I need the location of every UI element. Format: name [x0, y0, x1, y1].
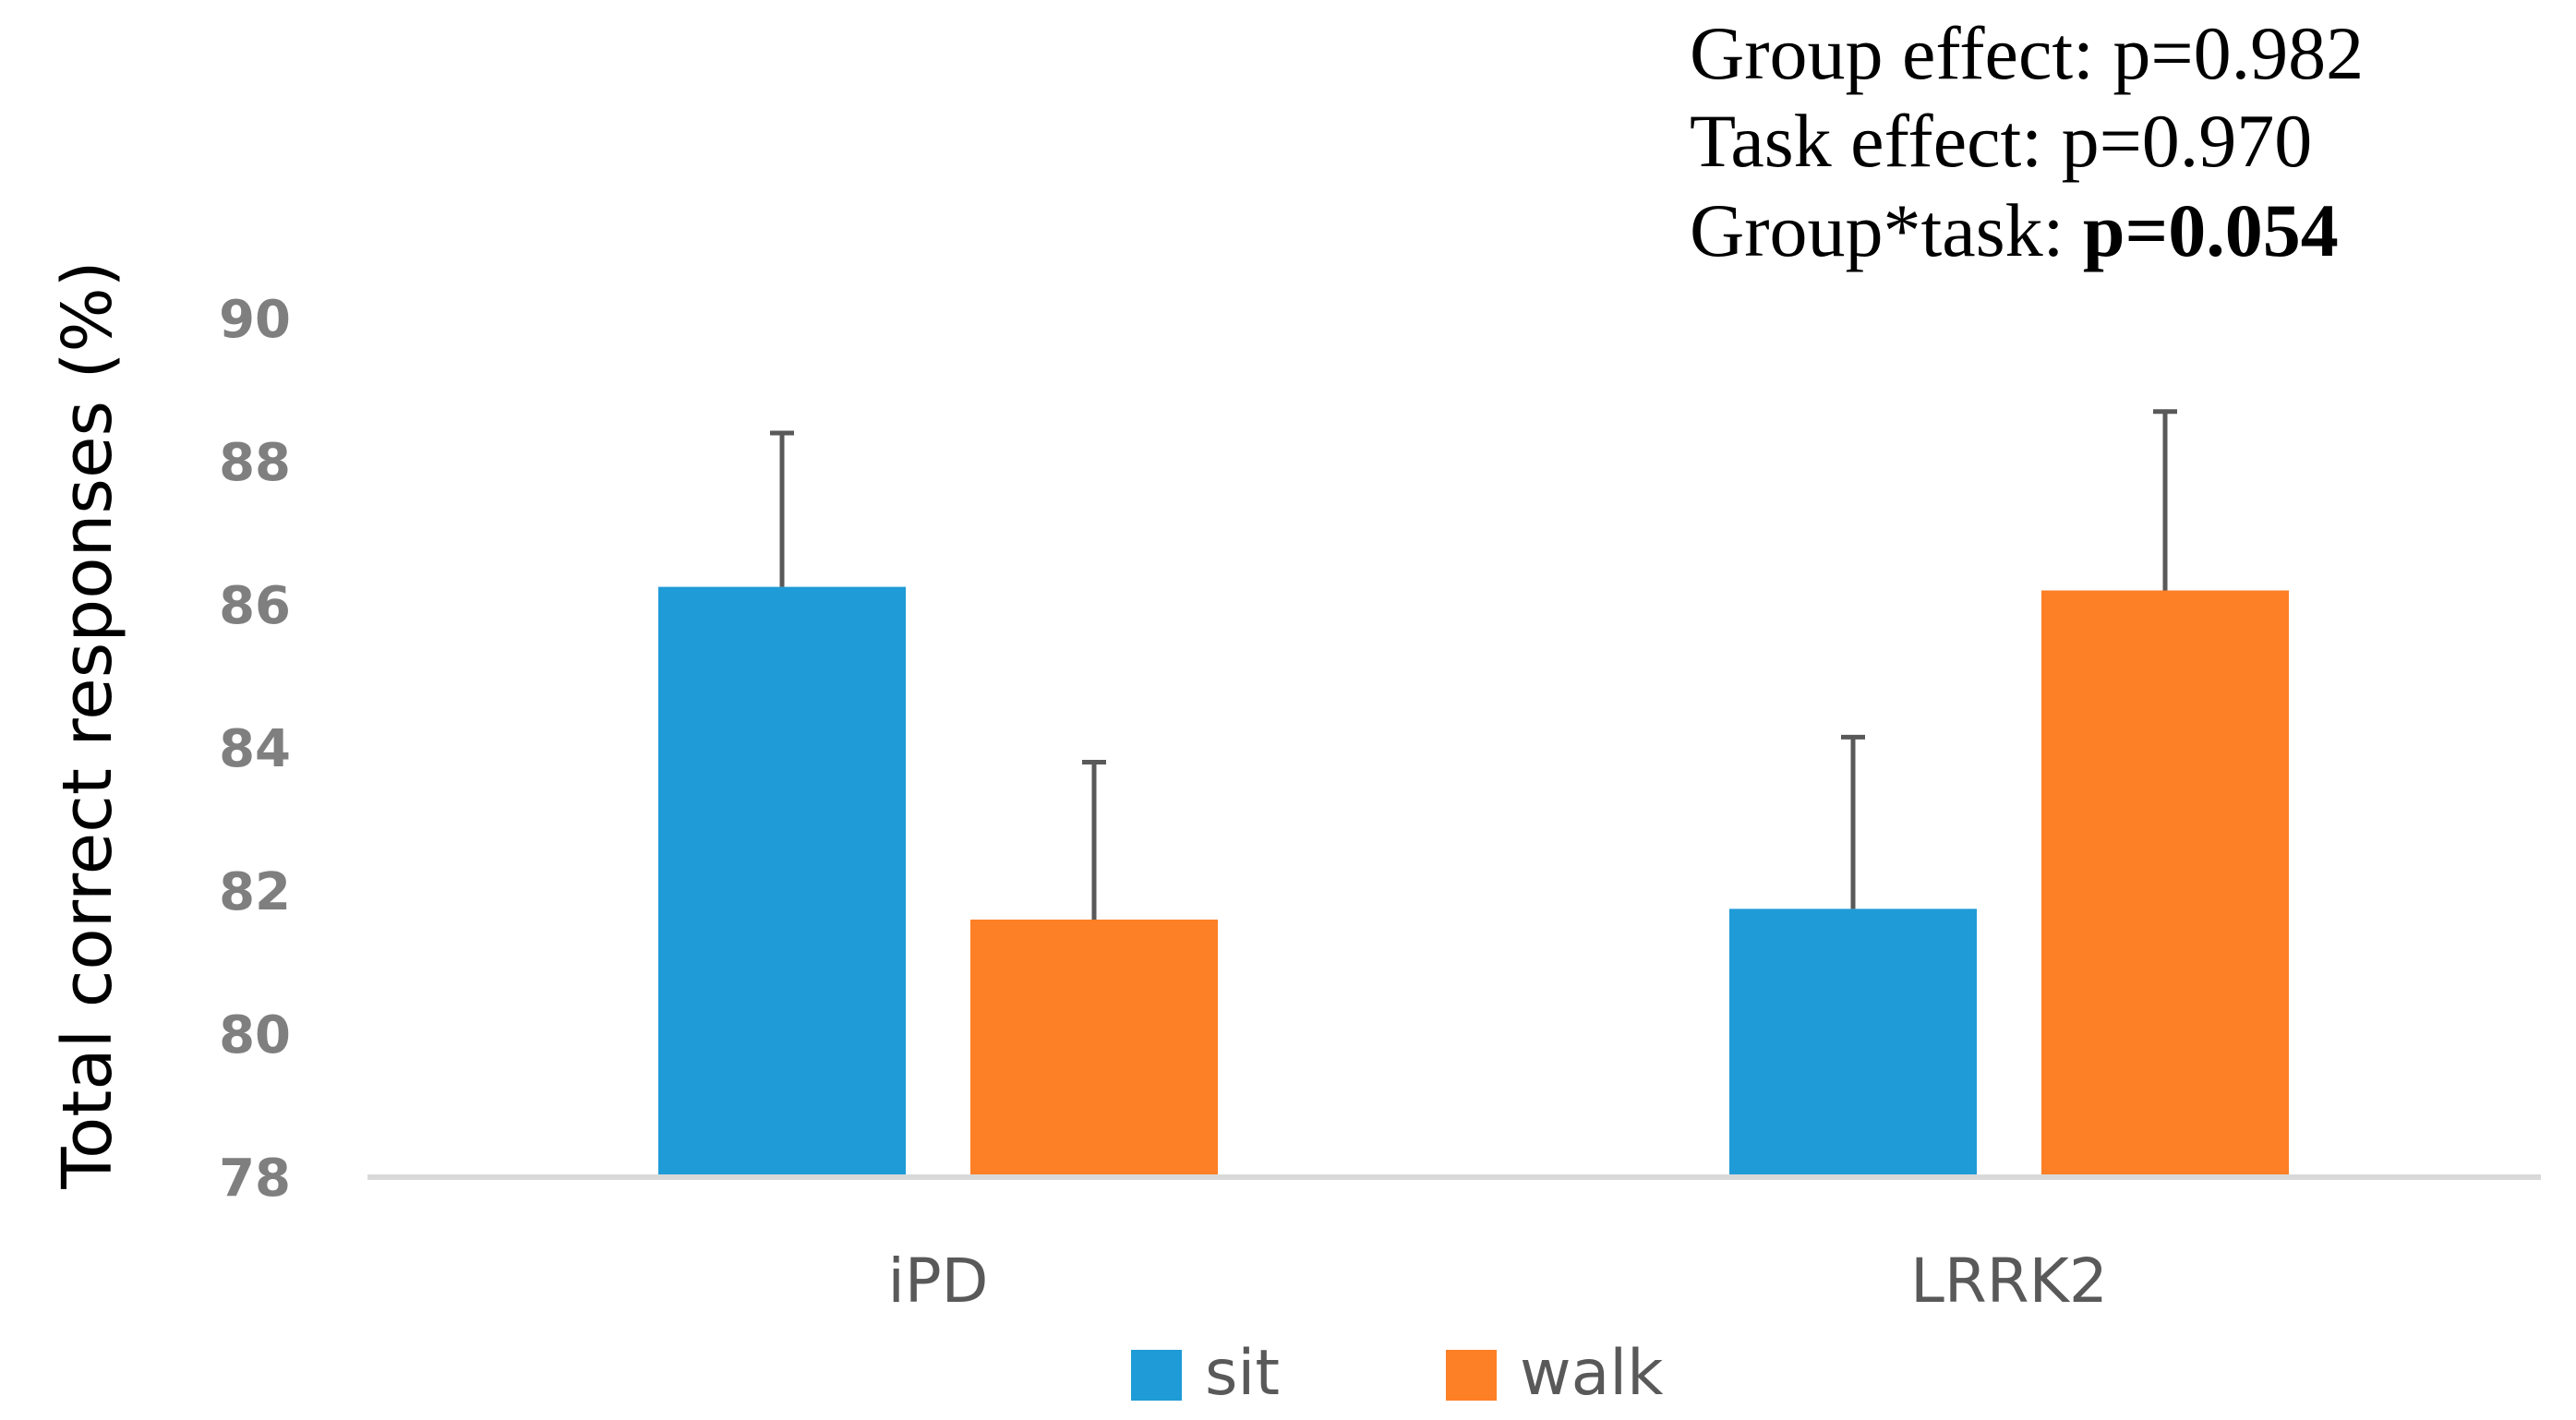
- stat-annotation-value: p=0.982: [2113, 11, 2364, 95]
- y-tick-label: 88: [219, 433, 291, 493]
- bars: [658, 409, 2289, 1177]
- stat-annotation: Task effect: p=0.970: [1690, 99, 2312, 183]
- y-tick-label: 86: [219, 576, 291, 636]
- x-axis-ticks: iPD LRRK2: [888, 1246, 2108, 1317]
- legend-label-sit: sit: [1205, 1337, 1280, 1410]
- y-axis-ticks: 78 80 82 84 86 88 90: [219, 290, 291, 1209]
- stat-annotation: Group*task: p=0.054: [1690, 188, 2339, 272]
- bar-walk-LRRK2: [2041, 590, 2289, 1177]
- y-tick-label: 84: [219, 719, 291, 779]
- stat-annotation: Group effect: p=0.982: [1690, 11, 2364, 95]
- stat-annotation-label: Task effect:: [1690, 99, 2062, 183]
- bar-walk-iPD: [970, 920, 1218, 1177]
- stat-annotation-value: p=0.054: [2083, 188, 2339, 272]
- x-tick-label: LRRK2: [1910, 1246, 2108, 1317]
- legend-swatch-walk: [1446, 1350, 1497, 1401]
- y-tick-label: 90: [219, 290, 291, 350]
- legend-label-walk: walk: [1520, 1337, 1664, 1410]
- bar-sit-iPD: [658, 586, 906, 1177]
- legend: sit walk: [1131, 1337, 1664, 1410]
- stat-annotation-label: Group effect:: [1690, 11, 2113, 95]
- stat-annotation-value: p=0.970: [2062, 99, 2313, 183]
- y-tick-label: 82: [219, 862, 291, 922]
- y-tick-label: 78: [219, 1149, 291, 1209]
- bar-sit-LRRK2: [1729, 909, 1977, 1177]
- legend-swatch-sit: [1131, 1350, 1182, 1401]
- stat-annotation-label: Group*task:: [1690, 188, 2083, 272]
- x-tick-label: iPD: [888, 1246, 989, 1317]
- y-axis-title: Total correct responses (%): [48, 260, 127, 1189]
- y-tick-label: 80: [219, 1005, 291, 1065]
